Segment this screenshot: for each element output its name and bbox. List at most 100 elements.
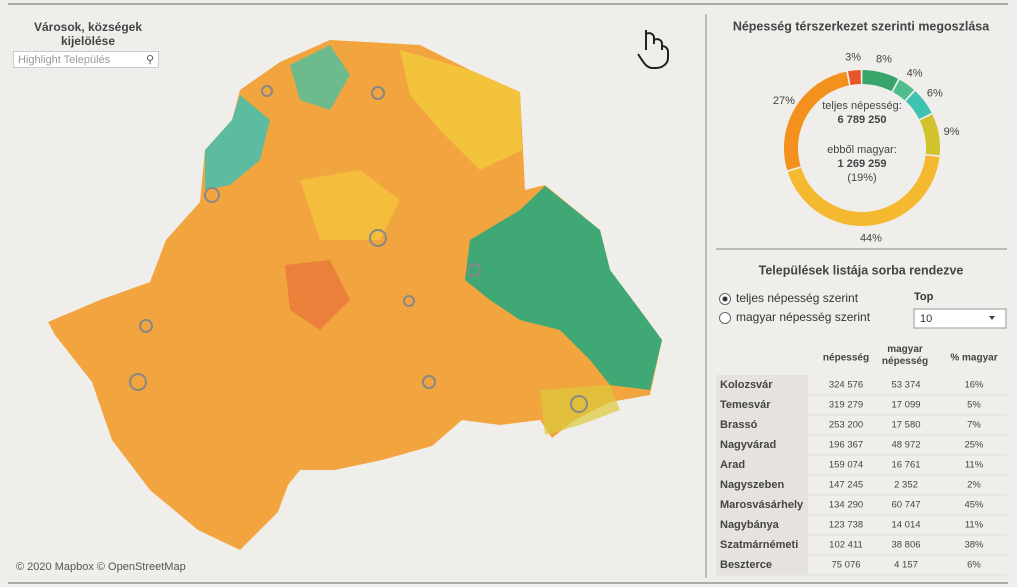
cities xyxy=(129,85,588,413)
cell: 102 411 xyxy=(829,540,863,551)
cell: 196 367 xyxy=(829,440,863,451)
donut-center-text: 1 269 259 xyxy=(838,158,887,170)
cell: 16% xyxy=(964,380,984,391)
donut-center-text: teljes népesség: xyxy=(822,100,902,112)
cell: 4 157 xyxy=(894,560,918,571)
region xyxy=(400,50,522,170)
attribution: © 2020 Mapbox © OpenStreetMap xyxy=(16,561,186,573)
city xyxy=(204,187,220,203)
donut-segment xyxy=(892,79,914,101)
row-header-bg xyxy=(716,455,808,474)
column-header: % magyar xyxy=(950,353,997,364)
donut-center-text: (19%) xyxy=(847,172,876,184)
cell: 11% xyxy=(965,520,984,531)
cell: 7% xyxy=(967,420,981,431)
city xyxy=(369,229,387,247)
row-name: Brassó xyxy=(720,419,758,431)
donut-center-text: ebből magyar: xyxy=(827,144,897,156)
row-name: Temesvár xyxy=(720,399,771,411)
top-label: Top xyxy=(914,291,934,303)
column-header: népesség xyxy=(823,353,869,364)
row-header-bg xyxy=(716,495,808,514)
donut-segment xyxy=(862,70,899,92)
search-box[interactable]: Highlight Település ⚲ xyxy=(13,51,159,68)
donut-label: 6% xyxy=(927,87,943,99)
cell: 2% xyxy=(967,480,981,491)
row-header-bg xyxy=(716,535,808,554)
row-header-bg xyxy=(716,435,808,454)
row-header-bg xyxy=(716,475,808,494)
cell: 60 747 xyxy=(891,500,920,511)
city xyxy=(422,375,436,389)
donut-segment xyxy=(848,70,862,86)
donut-label: 4% xyxy=(907,68,923,80)
search-placeholder: Highlight Település xyxy=(18,54,111,66)
cell: 45% xyxy=(964,500,984,511)
cell: 48 972 xyxy=(891,440,920,451)
donut-title: Népesség térszerkezet szerinti megoszlás… xyxy=(733,19,990,33)
row-header-bg xyxy=(716,515,808,534)
radio-label[interactable]: teljes népesség szerint xyxy=(736,291,859,305)
top-dropdown[interactable] xyxy=(913,308,1007,329)
row-name: Szatmárnémeti xyxy=(720,539,798,551)
cell: 75 076 xyxy=(831,560,860,571)
cell: 14 014 xyxy=(891,520,920,531)
cell: 159 074 xyxy=(829,460,863,471)
cell: 6% xyxy=(967,560,981,571)
top-value[interactable]: 10 xyxy=(920,313,932,325)
dropdown-arrow xyxy=(989,316,995,320)
city xyxy=(129,373,147,391)
column-header-box: magyar népesség xyxy=(882,344,928,367)
donut-label: 3% xyxy=(845,51,861,63)
row-name: Beszterce xyxy=(720,559,772,571)
city xyxy=(570,395,588,413)
donut-segment xyxy=(787,155,940,226)
row-header-bg xyxy=(716,415,808,434)
city xyxy=(371,86,385,100)
row-name: Arad xyxy=(720,459,745,471)
region xyxy=(540,385,620,435)
donut-center-text: 6 789 250 xyxy=(838,114,887,126)
map-title: Városok, községek kijelölése xyxy=(34,20,142,48)
cell: 147 245 xyxy=(829,480,863,491)
row-name: Nagyvárad xyxy=(720,439,776,451)
cell: 38 806 xyxy=(891,540,920,551)
list-title: Települések listája sorba rendezve xyxy=(759,263,964,277)
city xyxy=(139,319,153,333)
city xyxy=(261,85,273,97)
row-name: Nagybánya xyxy=(720,519,780,531)
region xyxy=(465,186,662,390)
row-header-bg xyxy=(716,395,808,414)
row-header-bg xyxy=(716,375,808,394)
donut-label: 9% xyxy=(944,126,960,138)
cell: 17 099 xyxy=(891,400,920,411)
cell: 324 576 xyxy=(829,380,863,391)
cell: 2 352 xyxy=(894,480,918,491)
city xyxy=(467,263,481,277)
region xyxy=(290,45,350,110)
region xyxy=(300,170,400,240)
cell: 16 761 xyxy=(891,460,920,471)
donut-segment xyxy=(784,71,850,171)
cell: 11% xyxy=(965,460,984,471)
radio-label[interactable]: magyar népesség szerint xyxy=(736,310,871,324)
cell: 53 374 xyxy=(891,380,920,391)
region xyxy=(205,95,270,190)
donut-label: 8% xyxy=(876,54,892,66)
row-name: Marosvásárhely xyxy=(720,499,804,511)
city xyxy=(403,295,415,307)
search-icon: ⚲ xyxy=(145,54,154,66)
cell: 123 738 xyxy=(829,520,863,531)
donut: 3% 8% 4% 6% 9% 44% 27% teljes népesség: 6 789 25… xyxy=(773,51,960,244)
cell: 17 580 xyxy=(891,420,920,431)
region xyxy=(48,40,662,550)
row-header-bg xyxy=(716,555,808,574)
donut-label: 27% xyxy=(773,95,795,107)
radio[interactable] xyxy=(719,312,731,324)
table: Kolozsvár 324 576 53 374 16% Temesvár 319 279… xyxy=(716,375,1007,576)
donut-segment xyxy=(905,91,932,120)
row-name: Kolozsvár xyxy=(720,379,773,391)
cell: 253 200 xyxy=(829,420,863,431)
